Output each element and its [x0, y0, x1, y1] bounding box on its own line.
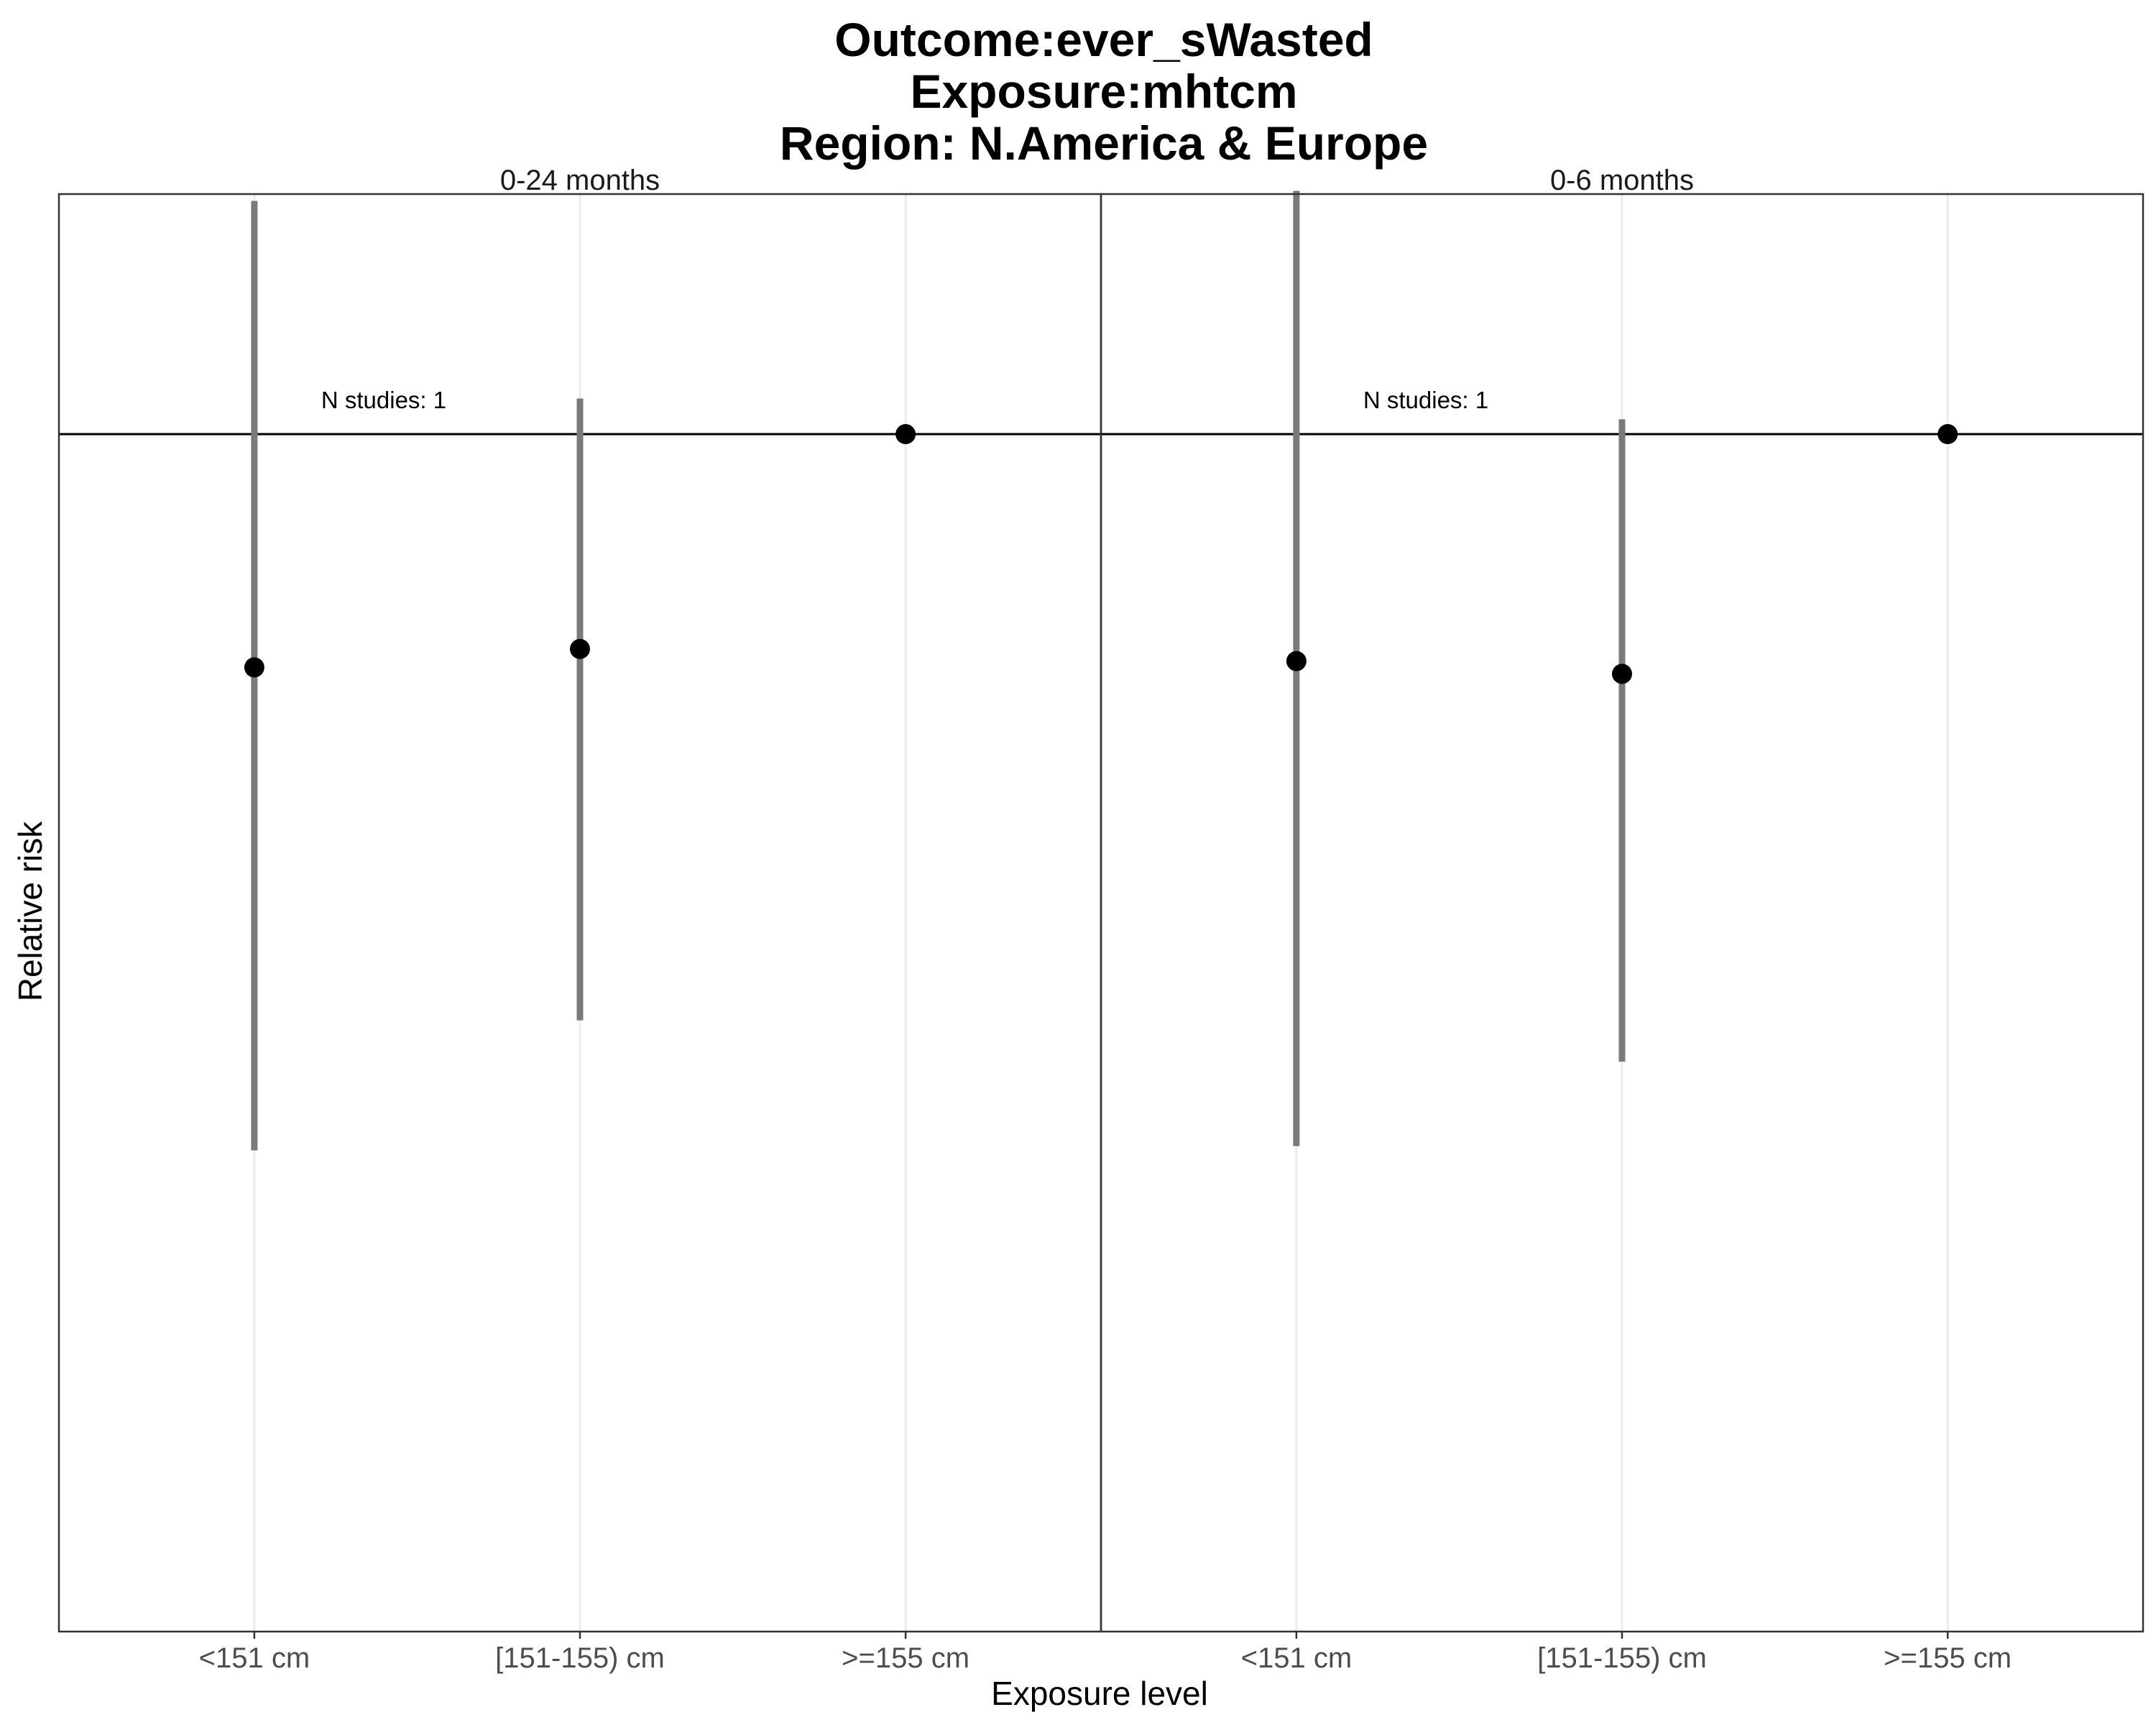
- facet-label: 0-24 months: [500, 165, 660, 196]
- x-tick-label: >=155 cm: [842, 1642, 969, 1674]
- estimate-point: [1938, 424, 1958, 444]
- n-studies-label: N studies: 1: [321, 387, 446, 413]
- estimate-point: [244, 657, 264, 678]
- chart-title-line-1: Outcome:ever_sWasted: [834, 13, 1373, 66]
- x-tick-label: [151-155) cm: [495, 1642, 665, 1674]
- n-studies-label: N studies: 1: [1363, 387, 1488, 413]
- panel-2: N studies: 1 0-6 months <151 cm [151-155) c…: [1100, 165, 2145, 1674]
- facet-label: 0-6 months: [1550, 165, 1694, 196]
- estimate-point: [895, 424, 916, 444]
- chart-title-line-3: Region: N.America & Europe: [780, 116, 1428, 170]
- x-tick-label: <151 cm: [1241, 1642, 1353, 1674]
- x-tick-label: [151-155) cm: [1537, 1642, 1707, 1674]
- x-axis-title: Exposure level: [991, 1675, 1208, 1712]
- facet-panels: N studies: 1 0-24 months <151 cm [151-155) …: [57, 165, 2145, 1674]
- x-tick-label: >=155 cm: [1884, 1642, 2012, 1674]
- estimate-point: [1612, 663, 1632, 684]
- chart-title-line-2: Exposure:mhtcm: [910, 65, 1297, 118]
- estimate-point: [570, 638, 590, 659]
- y-axis-title: Relative risk: [11, 821, 49, 1002]
- estimate-point: [1286, 650, 1307, 671]
- x-tick-label: <151 cm: [199, 1642, 310, 1674]
